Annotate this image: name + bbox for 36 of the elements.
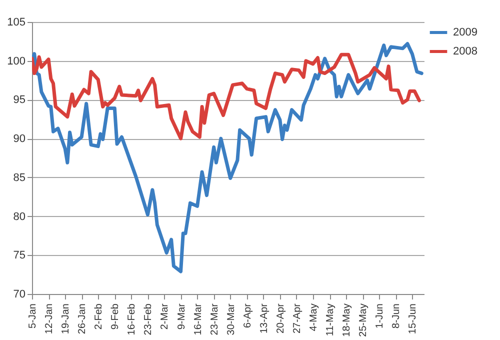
x-tick-label: 16-Feb (126, 303, 138, 336)
x-tick-label: 2-Mar (160, 302, 171, 330)
x-tick-label: 11-May (325, 304, 336, 336)
line-series (32, 42, 424, 274)
x-tick-label: 15-Jun (408, 304, 419, 334)
x-tick-label: 6-Apr (242, 302, 254, 328)
x-tick-label: 27-Apr (292, 302, 303, 334)
x-tick-label: 5-Jan (28, 304, 38, 329)
x-tick-label: 23-Mar (209, 302, 220, 336)
x-tick-label: 13-Apr (258, 302, 270, 334)
x-tick-label: 12-Jan (44, 304, 56, 334)
x-tick-label: 2-Feb (94, 303, 105, 330)
y-tick-label: 105 (7, 16, 26, 28)
y-tick-label: 75 (13, 250, 26, 262)
x-tick-label: 18-May (342, 304, 353, 337)
x-tick-label: 1-Jun (374, 304, 386, 329)
y-tick-label: 95 (13, 94, 26, 106)
x-tick-label: 8-Jun (391, 304, 402, 329)
x-tick-label: 9-Mar (176, 302, 188, 330)
legend-label: 2008 (453, 46, 478, 58)
x-tick-label: 26-Jan (77, 304, 88, 334)
line-series (32, 52, 422, 140)
x-tick-label: 16-Mar (192, 302, 204, 336)
x-tick-label: 30-Mar (226, 302, 237, 336)
legend-label: 2009 (453, 26, 478, 38)
y-tick-label: 80 (13, 210, 26, 223)
x-tick-label: 9-Feb (110, 303, 122, 330)
y-tick-label: 90 (13, 133, 26, 146)
y-tick-label: 100 (7, 55, 26, 68)
y-tick-label: 85 (13, 172, 26, 184)
x-tick-label: 25-May (358, 304, 370, 337)
x-tick-label: 23-Feb (143, 303, 154, 336)
x-tick-label: 4-May (308, 304, 320, 332)
y-tick-label: 70 (13, 288, 26, 300)
x-tick-label: 20-Apr (275, 302, 286, 334)
x-tick-label: 19-Jan (60, 304, 72, 334)
